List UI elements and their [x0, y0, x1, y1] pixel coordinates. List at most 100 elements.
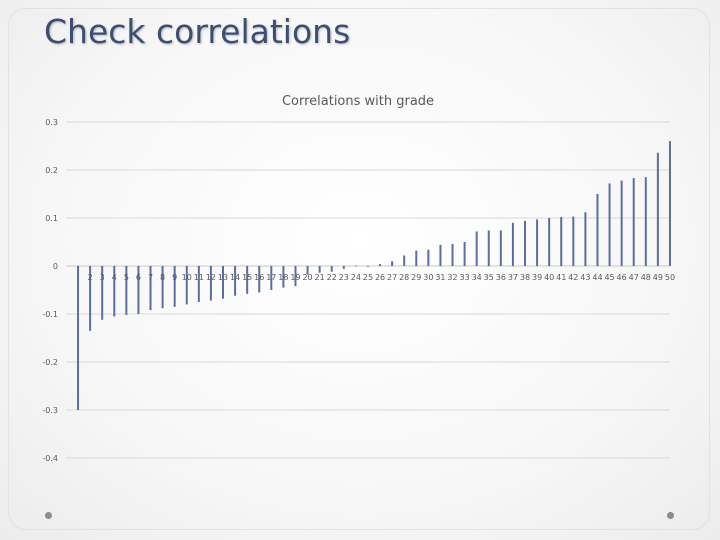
x-tick-label: 15: [242, 273, 252, 282]
bar: [439, 244, 442, 266]
bar: [125, 266, 128, 315]
bar: [403, 255, 406, 266]
x-tick-label: 25: [363, 273, 373, 282]
bar: [379, 264, 382, 266]
x-tick-label: 6: [136, 273, 141, 282]
y-tick-label: 0.2: [45, 166, 58, 175]
x-tick-label: 32: [447, 273, 457, 282]
bar: [330, 266, 333, 272]
bar: [354, 265, 357, 267]
x-tick-label: 17: [266, 273, 276, 282]
bar: [548, 218, 551, 266]
y-tick-label: -0.3: [42, 406, 58, 415]
x-tick-label: 13: [218, 273, 228, 282]
x-tick-label: 12: [206, 273, 216, 282]
x-tick-label: 26: [375, 273, 385, 282]
bar: [258, 266, 261, 293]
x-tick-label: 37: [508, 273, 518, 282]
x-tick-label: 11: [194, 273, 204, 282]
x-tick-label: 29: [411, 273, 421, 282]
bar: [668, 141, 671, 266]
bar: [632, 178, 635, 266]
x-tick-label: 7: [148, 273, 153, 282]
x-tick-label: 4: [112, 273, 117, 282]
x-tick-label: 27: [387, 273, 397, 282]
x-tick-label: 21: [315, 273, 325, 282]
y-tick-label: -0.2: [42, 358, 58, 367]
bar: [342, 266, 345, 269]
x-tick-label: 23: [339, 273, 349, 282]
bar: [427, 249, 430, 266]
x-tick-label: 50: [665, 273, 675, 282]
bar: [89, 266, 92, 331]
bar: [584, 212, 587, 266]
x-tick-label: 33: [460, 273, 470, 282]
bar: [524, 220, 526, 266]
bar: [101, 266, 104, 320]
x-tick-label: 36: [496, 273, 506, 282]
bar: [620, 180, 623, 266]
x-tick-label: 40: [544, 273, 554, 282]
bar: [149, 266, 152, 311]
x-tick-label: 44: [592, 273, 602, 282]
bar: [572, 216, 575, 266]
x-tick-label: 31: [435, 273, 445, 282]
slide-title: Check correlations: [44, 12, 351, 51]
bar: [511, 222, 514, 266]
bar: [222, 266, 224, 299]
x-tick-label: 45: [604, 273, 614, 282]
x-tick-label: 43: [580, 273, 590, 282]
bar: [113, 266, 116, 317]
y-tick-label: -0.1: [42, 310, 58, 319]
bar: [282, 266, 285, 288]
bar: [246, 266, 249, 294]
bar: [475, 231, 478, 266]
decor-dot-right: [667, 512, 674, 519]
bar: [294, 266, 297, 287]
chart-title: Correlations with grade: [282, 94, 434, 109]
x-tick-label: 14: [230, 273, 240, 282]
bar: [596, 194, 599, 266]
bar: [77, 266, 80, 410]
x-tick-label: 5: [124, 273, 129, 282]
y-tick-label: -0.4: [42, 454, 58, 463]
x-axis-tick-labels: 2 3 4 5 6 7 8 9 10 11 12 13 14 15 16 17 18 19 20 21 22 23 24 25…: [88, 273, 675, 282]
bar: [197, 266, 200, 302]
x-tick-label: 49: [653, 273, 663, 282]
bar: [487, 230, 490, 266]
x-tick-label: 28: [399, 273, 409, 282]
x-tick-label: 22: [327, 273, 337, 282]
x-tick-label: 10: [182, 273, 192, 282]
bar: [463, 242, 466, 266]
bar: [656, 152, 659, 266]
x-tick-label: 18: [278, 273, 288, 282]
bar: [536, 219, 539, 266]
bar: [209, 266, 212, 301]
bar: [644, 177, 647, 266]
y-tick-label: 0: [53, 262, 58, 271]
y-tick-label: 0.1: [45, 214, 58, 223]
x-tick-label: 20: [302, 273, 312, 282]
x-tick-label: 19: [290, 273, 300, 282]
bar: [161, 266, 164, 309]
bar: [137, 266, 140, 314]
slide-frame: [8, 8, 710, 530]
gridlines: [66, 121, 670, 459]
x-tick-label: 35: [484, 273, 494, 282]
bar: [560, 217, 563, 266]
x-tick-label: 48: [641, 273, 651, 282]
y-axis-tick-labels: 0.3 0.2 0.1 0 -0.1 -0.2 -0.3 -0.4: [42, 118, 58, 463]
bar: [185, 266, 188, 305]
bar: [234, 266, 237, 296]
bar: [270, 266, 273, 290]
x-tick-label: 41: [556, 273, 566, 282]
decor-dot-left: [45, 512, 52, 519]
x-tick-label: 42: [568, 273, 578, 282]
bar: [318, 266, 321, 273]
x-tick-label: 30: [423, 273, 433, 282]
x-tick-label: 9: [172, 273, 177, 282]
x-tick-label: 16: [254, 273, 264, 282]
x-tick-label: 39: [532, 273, 542, 282]
x-tick-label: 46: [617, 273, 627, 282]
